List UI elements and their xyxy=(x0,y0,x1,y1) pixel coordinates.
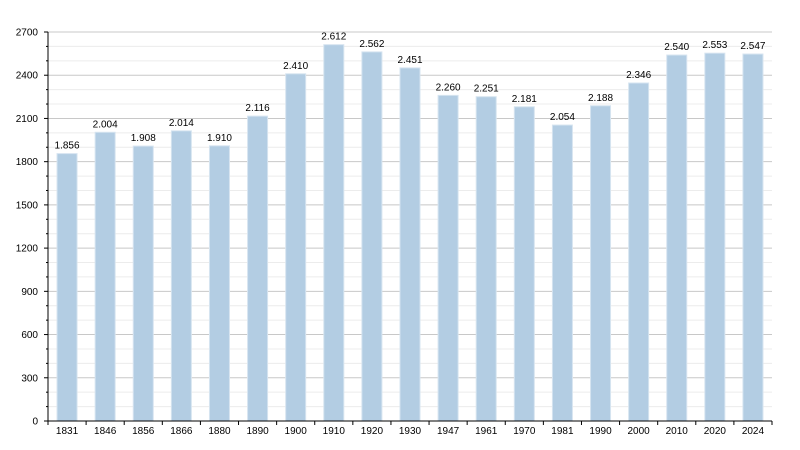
y-tick-label: 300 xyxy=(21,373,38,384)
x-tick-label: 2020 xyxy=(704,426,727,437)
y-tick-label: 2400 xyxy=(16,71,39,82)
bar-1890 xyxy=(247,115,269,422)
bar-2010 xyxy=(666,54,688,422)
x-tick-label: 1846 xyxy=(94,426,117,437)
y-tick-label: 1500 xyxy=(16,200,39,211)
bar-1910 xyxy=(323,44,345,422)
y-tick-label: 600 xyxy=(21,330,38,341)
bars xyxy=(56,44,764,422)
data-label-1846: 2.004 xyxy=(93,119,118,130)
data-label-1920: 2.562 xyxy=(359,39,384,50)
data-label-1910: 2.612 xyxy=(321,32,346,43)
x-tick-label: 1910 xyxy=(323,426,346,437)
data-label-1856: 1.908 xyxy=(131,133,156,144)
data-label-2000: 2.346 xyxy=(626,70,651,81)
y-tick-label: 2700 xyxy=(16,28,39,39)
data-label-2010: 2.540 xyxy=(664,42,689,53)
x-tick-label: 2010 xyxy=(666,426,689,437)
bar-1981 xyxy=(551,124,573,422)
bar-2000 xyxy=(628,82,650,422)
bar-1970 xyxy=(513,106,535,422)
bar-1856 xyxy=(132,145,154,422)
data-label-2020: 2.553 xyxy=(702,40,727,51)
data-label-1831: 1.856 xyxy=(55,141,80,152)
axes: 0 300 600 900 1200 1500 1800 2100 2400 2700 1831 18… xyxy=(16,28,773,437)
x-tick-label: 1930 xyxy=(399,426,422,437)
bar-1947 xyxy=(437,94,459,422)
data-labels: 1.856 2.004 1.908 2.014 1.910 2.116 2.410 2.612… xyxy=(55,32,766,152)
bar-1920 xyxy=(361,51,383,422)
x-tick-label: 1866 xyxy=(170,426,193,437)
x-tick-label: 1970 xyxy=(513,426,536,437)
x-tick-label: 2024 xyxy=(742,426,765,437)
x-tick-label: 1880 xyxy=(208,426,231,437)
bar-1880 xyxy=(208,145,230,422)
x-tick-label: 1831 xyxy=(56,426,79,437)
bar-1866 xyxy=(170,130,192,422)
data-label-1900: 2.410 xyxy=(283,61,308,72)
y-tick-label: 1200 xyxy=(16,244,39,255)
bar-1961 xyxy=(475,96,497,422)
data-label-1866: 2.014 xyxy=(169,118,194,129)
x-tick-label: 2000 xyxy=(628,426,651,437)
x-tick-label: 1947 xyxy=(437,426,460,437)
bar-1990 xyxy=(590,105,612,422)
x-tick-label: 1890 xyxy=(246,426,269,437)
x-tick-label: 1961 xyxy=(475,426,498,437)
x-tick-label: 1981 xyxy=(551,426,574,437)
bar-1846 xyxy=(94,131,116,422)
data-label-1990: 2.188 xyxy=(588,93,613,104)
y-tick-label: 900 xyxy=(21,287,38,298)
x-tick-label: 1856 xyxy=(132,426,155,437)
data-label-1961: 2.251 xyxy=(474,84,499,95)
bar-2020 xyxy=(704,52,726,422)
data-label-1981: 2.054 xyxy=(550,112,575,123)
data-label-1930: 2.451 xyxy=(397,55,422,66)
bar-2024 xyxy=(742,53,764,422)
data-label-1970: 2.181 xyxy=(512,94,537,105)
data-label-1880: 1.910 xyxy=(207,133,232,144)
x-tick-label: 1920 xyxy=(361,426,384,437)
y-tick-label: 0 xyxy=(32,417,38,428)
x-tick-label: 1900 xyxy=(285,426,308,437)
y-tick-label: 1800 xyxy=(16,157,39,168)
bar-1831 xyxy=(56,153,78,422)
bar-1900 xyxy=(285,73,307,422)
x-tick-label: 1990 xyxy=(589,426,612,437)
data-label-2024: 2.547 xyxy=(740,41,765,52)
y-tick-label: 2100 xyxy=(16,114,39,125)
data-label-1890: 2.116 xyxy=(245,103,270,114)
bar-1930 xyxy=(399,67,421,422)
data-label-1947: 2.260 xyxy=(436,82,461,93)
